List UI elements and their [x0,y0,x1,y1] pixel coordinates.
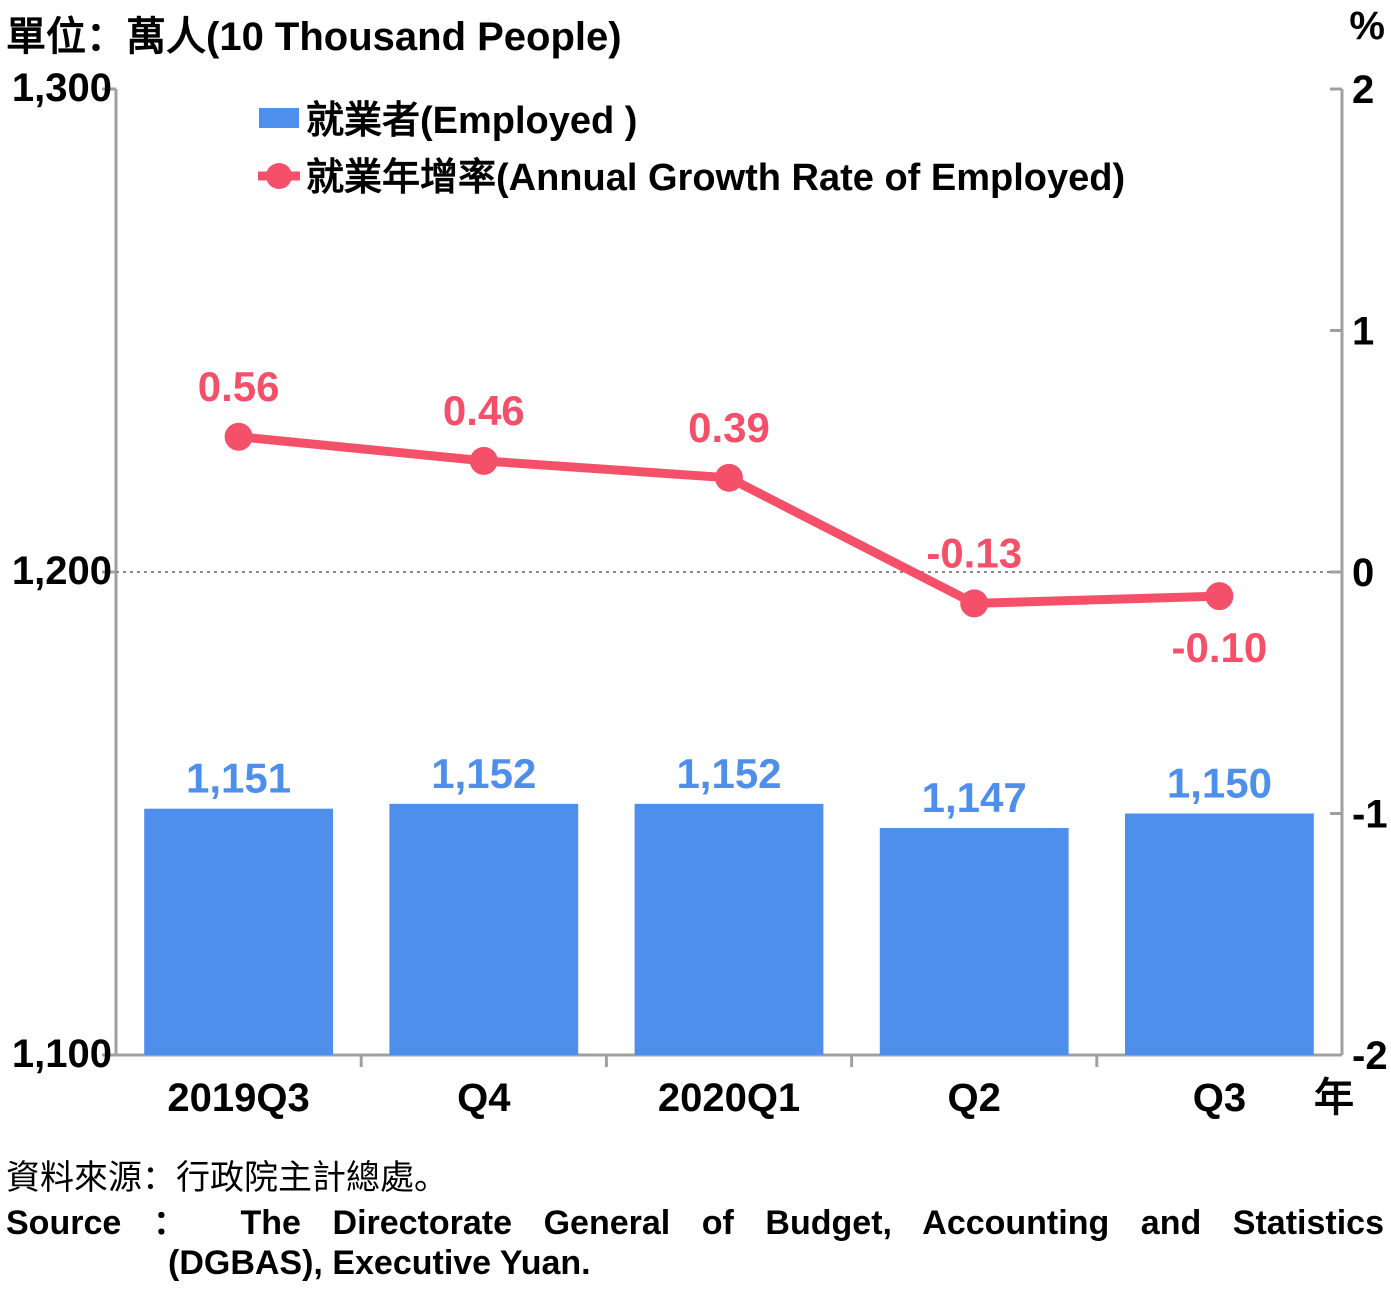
x-category-label: Q2 [948,1076,1001,1120]
growth-rate-value-label: 0.56 [198,363,280,410]
source-english-line2: (DGBAS), Executive Yuan. [168,1244,591,1282]
growth-rate-marker [1205,582,1234,611]
x-category-label: 2020Q1 [658,1076,800,1120]
bar [389,803,579,1055]
growth-rate-marker [960,589,989,618]
source-chinese: 資料來源：行政院主計總處。 [6,1159,448,1197]
bar [1124,813,1314,1055]
x-category-label: 2019Q3 [167,1076,309,1120]
legend-bar-label: 就業者(Employed ) [306,100,637,142]
right-tick-label: -1 [1352,793,1388,837]
bar-value-label: 1,150 [1167,760,1272,807]
bar-value-label: 1,152 [431,750,536,797]
source-english-line1: Source ： The Directorate General of Budg… [6,1204,1384,1242]
bar-value-label: 1,152 [676,750,781,797]
growth-rate-value-label: -0.10 [1172,624,1268,671]
bar [634,803,824,1055]
bar [144,808,334,1055]
growth-rate-marker [224,422,253,451]
growth-rate-value-label: 0.39 [688,404,770,451]
x-axis-unit-label: 年 [1314,1076,1354,1120]
x-category-label: Q3 [1193,1076,1246,1120]
legend-line-label: 就業年增率(Annual Growth Rate of Employed) [306,157,1125,199]
right-tick-label: 0 [1352,551,1374,595]
right-tick-label: 1 [1352,310,1374,354]
growth-rate-value-label: -0.13 [926,529,1022,576]
legend-line-marker [266,163,292,189]
left-axis-unit: 單位：萬人(10 Thousand People) [6,15,622,59]
right-tick-label: 2 [1352,68,1374,112]
bar [879,827,1069,1055]
right-tick-label: -2 [1352,1034,1388,1078]
bar-value-label: 1,147 [922,774,1027,821]
bar-value-label: 1,151 [186,755,291,802]
growth-rate-marker [715,463,743,492]
growth-rate-marker [469,446,498,475]
left-tick-label: 1,300 [12,66,112,110]
growth-rate-line [238,432,1220,608]
left-tick-label: 1,200 [12,549,112,593]
growth-rate-value-label: 0.46 [443,387,525,434]
legend-bar-swatch [259,108,299,128]
right-axis-unit: % [1349,4,1385,48]
left-tick-label: 1,100 [12,1032,112,1076]
x-category-label: Q4 [457,1076,511,1120]
